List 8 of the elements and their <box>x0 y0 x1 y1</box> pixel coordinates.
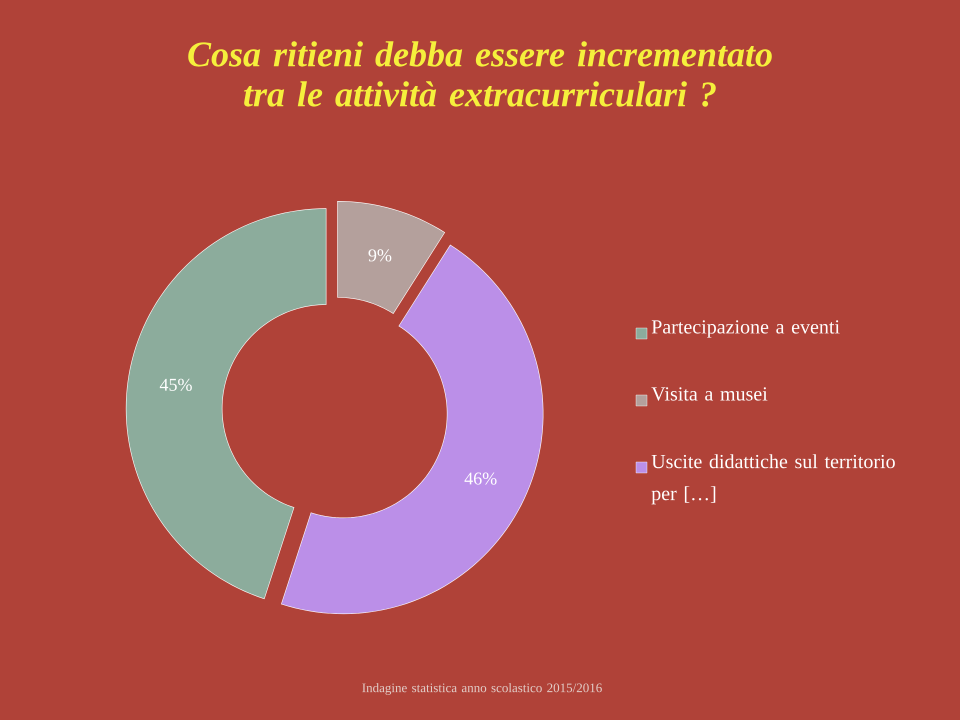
text: Indagine statistica anno scolastico 2015/2016 <box>362 683 602 695</box>
chart-title: Cosa ritieni debba essere incrementato tra le attività extracurriculari ? <box>188 41 772 107</box>
data-label: 45% <box>160 378 192 391</box>
legend-label: Partecipazione a eventi <box>652 320 840 338</box>
data-label: 46% <box>464 472 497 485</box>
data-label: 9% <box>368 249 392 262</box>
legend-label: Visita a musei <box>651 387 768 401</box>
legend-label: Uscite didattiche sul territorio per […] <box>652 454 895 504</box>
